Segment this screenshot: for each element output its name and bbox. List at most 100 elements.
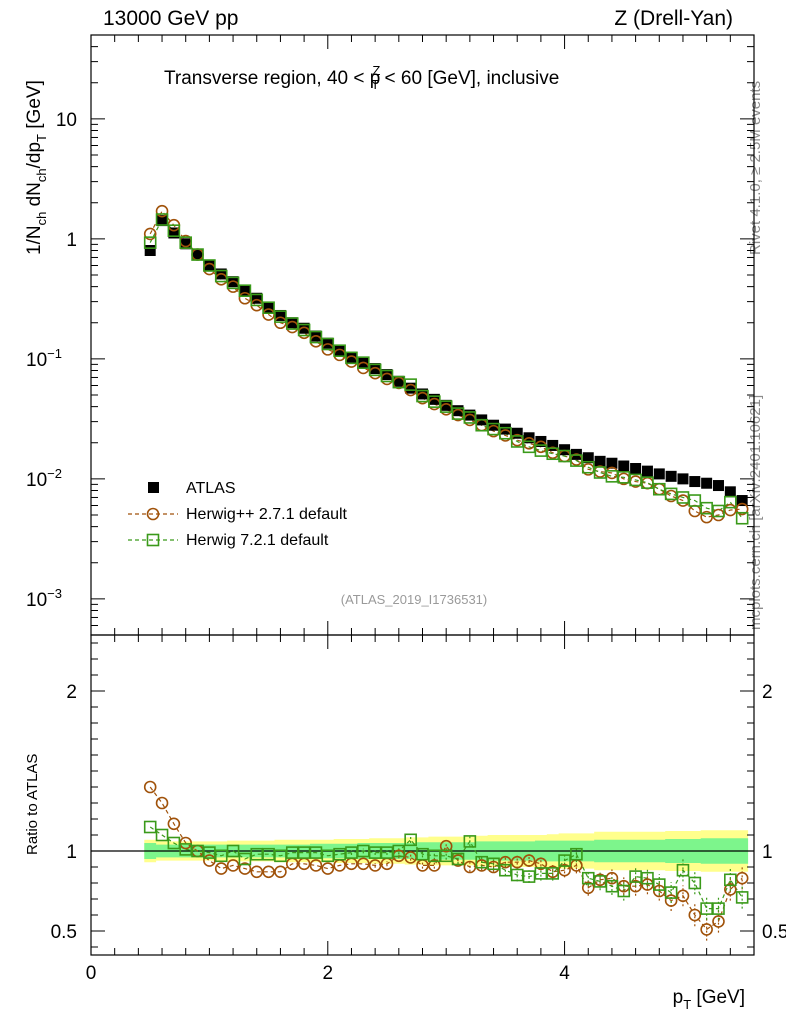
mcplots-label: mcplots.cern.ch [arXiv:2401.10621] — [747, 395, 764, 630]
atlas-point — [180, 238, 192, 250]
atlas-point — [701, 477, 713, 489]
ratio-y-tick-label-right: 1 — [762, 842, 773, 863]
herwig7-point — [368, 363, 382, 377]
herwig7-point — [570, 454, 583, 467]
ratio-y-tick-label: 2 — [66, 682, 77, 703]
atlas-point — [677, 473, 689, 485]
atlas-point — [274, 309, 286, 321]
herwig7-ratio-point — [700, 902, 713, 915]
atlas-point — [547, 439, 559, 451]
atlas-point — [511, 427, 523, 439]
herwig7-ratio-point — [499, 863, 512, 877]
herwig7-ratio-point — [345, 846, 358, 859]
herwig7-ratio-point — [143, 820, 157, 834]
herwig7-ratio-point — [155, 828, 169, 842]
herwig7-ratio-point — [629, 870, 642, 883]
herwig7-point — [581, 460, 595, 474]
herwig7-point — [416, 389, 429, 403]
atlas-point — [251, 292, 263, 304]
x-tick-label: 2 — [322, 963, 333, 984]
herwigpp-ratio-point — [605, 871, 619, 885]
atlas-point — [156, 215, 168, 227]
atlas-point — [559, 444, 571, 456]
herwig7-point — [380, 369, 394, 383]
rivet-label: Rivet 4.1.0, ≥ 2.5M events — [747, 81, 764, 255]
herwig7-point — [250, 293, 264, 307]
atlas-point — [618, 460, 630, 472]
herwigpp-ratio-point — [510, 855, 524, 869]
herwig7-ratio-point — [546, 867, 560, 880]
ratio-y-tick-label-right: 0.5 — [762, 922, 786, 943]
herwigpp-ratio-point — [629, 879, 642, 893]
herwig7-point — [428, 395, 441, 408]
herwigpp-ratio-point — [439, 839, 453, 853]
herwig7-ratio-point — [593, 875, 607, 888]
herwigpp-ratio-point — [522, 854, 536, 867]
plot-title: Transverse region, 40 < pZ T < 60 [GeV], … — [164, 63, 559, 92]
herwigpp-ratio-point — [652, 884, 666, 898]
herwigpp-ratio-point — [179, 836, 193, 850]
herwig7-point — [558, 449, 571, 463]
ratio-panel: 0 2 4 2 2 1 1 0.5 0.5 — [51, 35, 786, 984]
legend-atlas-marker — [148, 482, 159, 493]
herwig7-point — [522, 440, 536, 454]
herwigpp-ratio-point — [688, 908, 702, 922]
herwig7-line — [149, 218, 743, 519]
ratio-y-tick-label: 1 — [66, 842, 77, 863]
herwig7-point — [664, 487, 678, 501]
herwig7-ratio-point — [333, 847, 346, 861]
header-left: 13000 GeV pp — [103, 7, 238, 30]
herwig7-point — [274, 310, 287, 323]
atlas-point — [239, 285, 251, 297]
herwig7-point — [475, 418, 488, 432]
herwig7-ratio-point — [428, 849, 441, 863]
herwigpp-ratio-point — [428, 859, 441, 872]
main-panel: 10 1 10−1 10−2 10−3 — [26, 34, 755, 636]
herwig7-ratio-point — [534, 867, 548, 880]
herwigpp-point — [238, 291, 252, 305]
herwigpp-ratio-point — [250, 865, 264, 879]
y-tick-label: 10−1 — [26, 346, 62, 371]
herwig7-ratio-point — [439, 849, 453, 863]
herwig7-point — [735, 511, 749, 525]
legend-herwig7-label: Herwig 7.2.1 default — [186, 532, 329, 549]
herwig7-ratio-point — [605, 879, 619, 893]
herwigpp-point — [652, 482, 666, 496]
herwig7-ratio-point — [226, 844, 240, 858]
atlas-point — [393, 375, 405, 387]
herwigpp-ratio-point — [368, 859, 382, 872]
herwig7-point — [333, 344, 346, 357]
ratio-y-tick-label-right: 2 — [762, 682, 773, 703]
atlas-point — [263, 301, 275, 313]
herwig7-ratio-point — [463, 835, 477, 848]
herwigpp-point — [155, 204, 169, 218]
herwigpp-point — [724, 503, 737, 517]
herwig7-ratio-point — [664, 886, 678, 899]
herwig7-ratio-point — [676, 863, 690, 877]
atlas-point — [653, 468, 665, 480]
atlas-point — [192, 249, 204, 261]
herwig7-point — [439, 400, 453, 413]
herwig7-ratio-point — [167, 836, 181, 850]
herwig7-point — [226, 276, 240, 290]
ratio-y-tick-label: 0.5 — [51, 922, 77, 943]
herwigpp-ratio-point — [357, 857, 370, 871]
herwig7-ratio-point — [309, 846, 323, 859]
herwig7-ratio-point — [262, 847, 275, 861]
herwig7-point — [167, 224, 181, 237]
atlas-point — [203, 259, 215, 271]
herwig7-ratio-point — [191, 844, 204, 858]
herwigpp-ratio-point — [735, 871, 749, 885]
herwig7-point — [143, 236, 157, 249]
herwig7-point — [451, 407, 465, 420]
header-right: Z (Drell-Yan) — [614, 7, 733, 30]
herwigpp-ratio-point — [676, 889, 690, 903]
herwig7-ratio-point — [404, 833, 417, 847]
atlas-point — [641, 465, 653, 477]
herwig7-ratio-point — [321, 849, 335, 863]
herwigpp-ratio-point — [558, 863, 571, 877]
herwig7-ratio-point — [451, 852, 465, 866]
y-tick-label: 10 — [56, 110, 77, 131]
herwig7-point — [179, 236, 193, 249]
